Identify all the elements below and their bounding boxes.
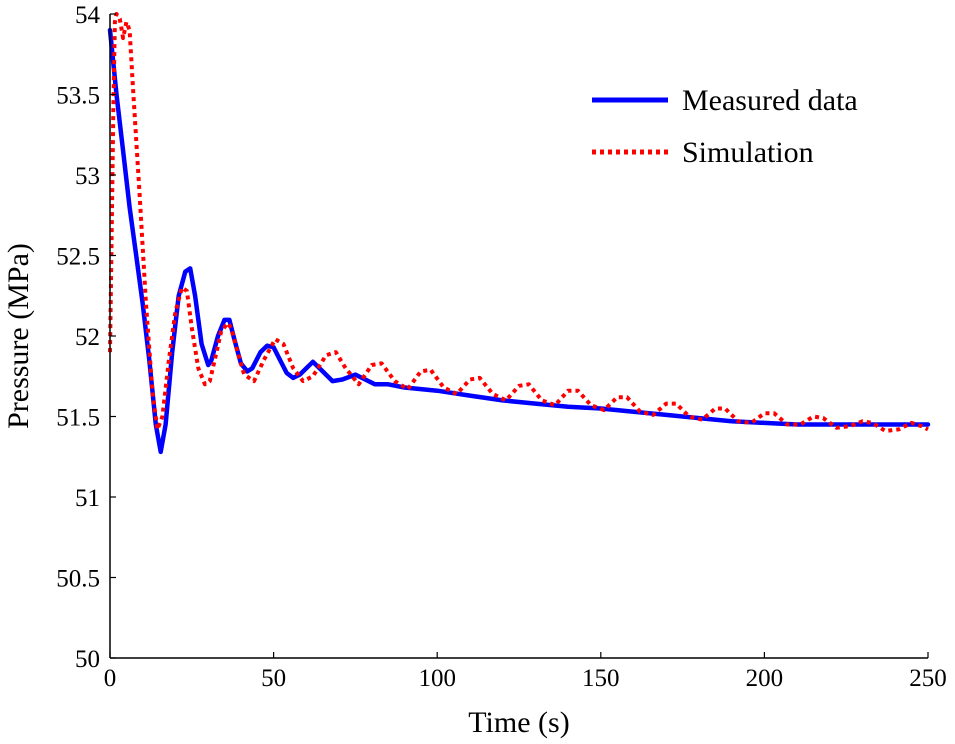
x-tick-label: 250 xyxy=(909,665,947,692)
x-tick-label: 200 xyxy=(746,665,784,692)
y-ticks: 50 50.5 51 51.5 52 52.5 53 53.5 54 xyxy=(56,2,116,673)
x-tick-label: 150 xyxy=(582,665,620,692)
y-tick-label: 52.5 xyxy=(56,244,100,271)
y-tick-label: 50.5 xyxy=(56,566,100,593)
y-tick-label: 54 xyxy=(75,2,101,29)
x-tick-label: 50 xyxy=(261,665,286,692)
x-tick-label: 0 xyxy=(104,665,117,692)
y-axis-title: Pressure (MPa) xyxy=(2,243,35,429)
series-simulation-line xyxy=(108,12,929,433)
x-axis-title: Time (s) xyxy=(468,706,569,739)
series-measured-line xyxy=(107,27,931,455)
series-layer xyxy=(107,12,931,455)
y-tick-label: 53.5 xyxy=(56,83,100,110)
y-tick-label: 50 xyxy=(75,646,100,673)
legend-label-measured: Measured data xyxy=(682,84,858,117)
x-tick-label: 100 xyxy=(418,665,456,692)
y-tick-label: 51 xyxy=(75,485,100,512)
x-ticks: 0 50 100 150 200 250 xyxy=(104,652,947,692)
legend: Measured data Simulation xyxy=(592,84,858,169)
y-tick-label: 51.5 xyxy=(56,405,100,432)
legend-label-simulation: Simulation xyxy=(682,136,814,169)
y-tick-label: 53 xyxy=(75,163,100,190)
y-tick-label: 52 xyxy=(75,324,100,351)
